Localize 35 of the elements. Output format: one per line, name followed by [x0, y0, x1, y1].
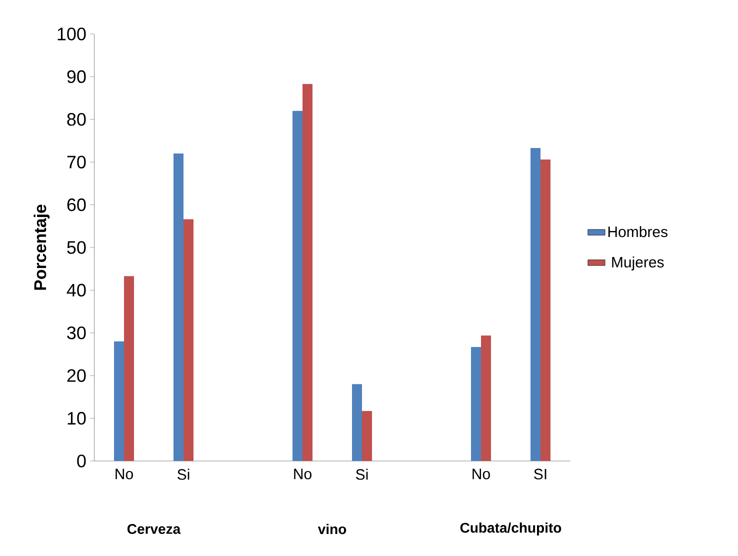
y-tick-label: 60 — [67, 198, 86, 212]
y-axis-title: Porcentaje — [34, 204, 50, 290]
bar — [540, 160, 550, 461]
text: Cerveza — [127, 524, 181, 534]
y-tick-label: 50 — [67, 241, 86, 254]
bar — [292, 110, 302, 461]
bar — [184, 219, 194, 461]
x-tick-label: SI — [534, 468, 546, 480]
y-tick-label: 0 — [77, 454, 86, 468]
bar — [362, 411, 372, 461]
x-tick-label: Si — [178, 468, 190, 480]
bar — [302, 84, 312, 461]
y-tick-label: 10 — [68, 412, 86, 425]
text: Cubata/chupito — [460, 522, 562, 536]
x-tick-label: No — [472, 468, 490, 480]
bar — [470, 346, 481, 461]
y-tick-label: 80 — [67, 113, 86, 126]
y-tick-label: 40 — [66, 284, 86, 297]
y-tick-label: 90 — [67, 70, 86, 84]
legend-label: Hombres — [608, 226, 668, 238]
bar — [124, 276, 134, 461]
x-tick-label: No — [294, 468, 312, 480]
text: vino — [318, 524, 346, 534]
legend-label: Mujeres — [612, 256, 664, 270]
y-tick-label: 20 — [67, 369, 86, 382]
bar — [530, 148, 540, 461]
y-tick-label: 70 — [67, 156, 86, 168]
bar — [114, 341, 124, 461]
x-tick-label: Si — [356, 468, 368, 480]
y-tick-label: 100 — [58, 28, 86, 40]
x-tick-label: No — [116, 468, 133, 480]
bar — [174, 154, 184, 461]
y-tick-label: 30 — [67, 326, 86, 340]
bar — [480, 335, 491, 461]
bar — [352, 384, 362, 461]
